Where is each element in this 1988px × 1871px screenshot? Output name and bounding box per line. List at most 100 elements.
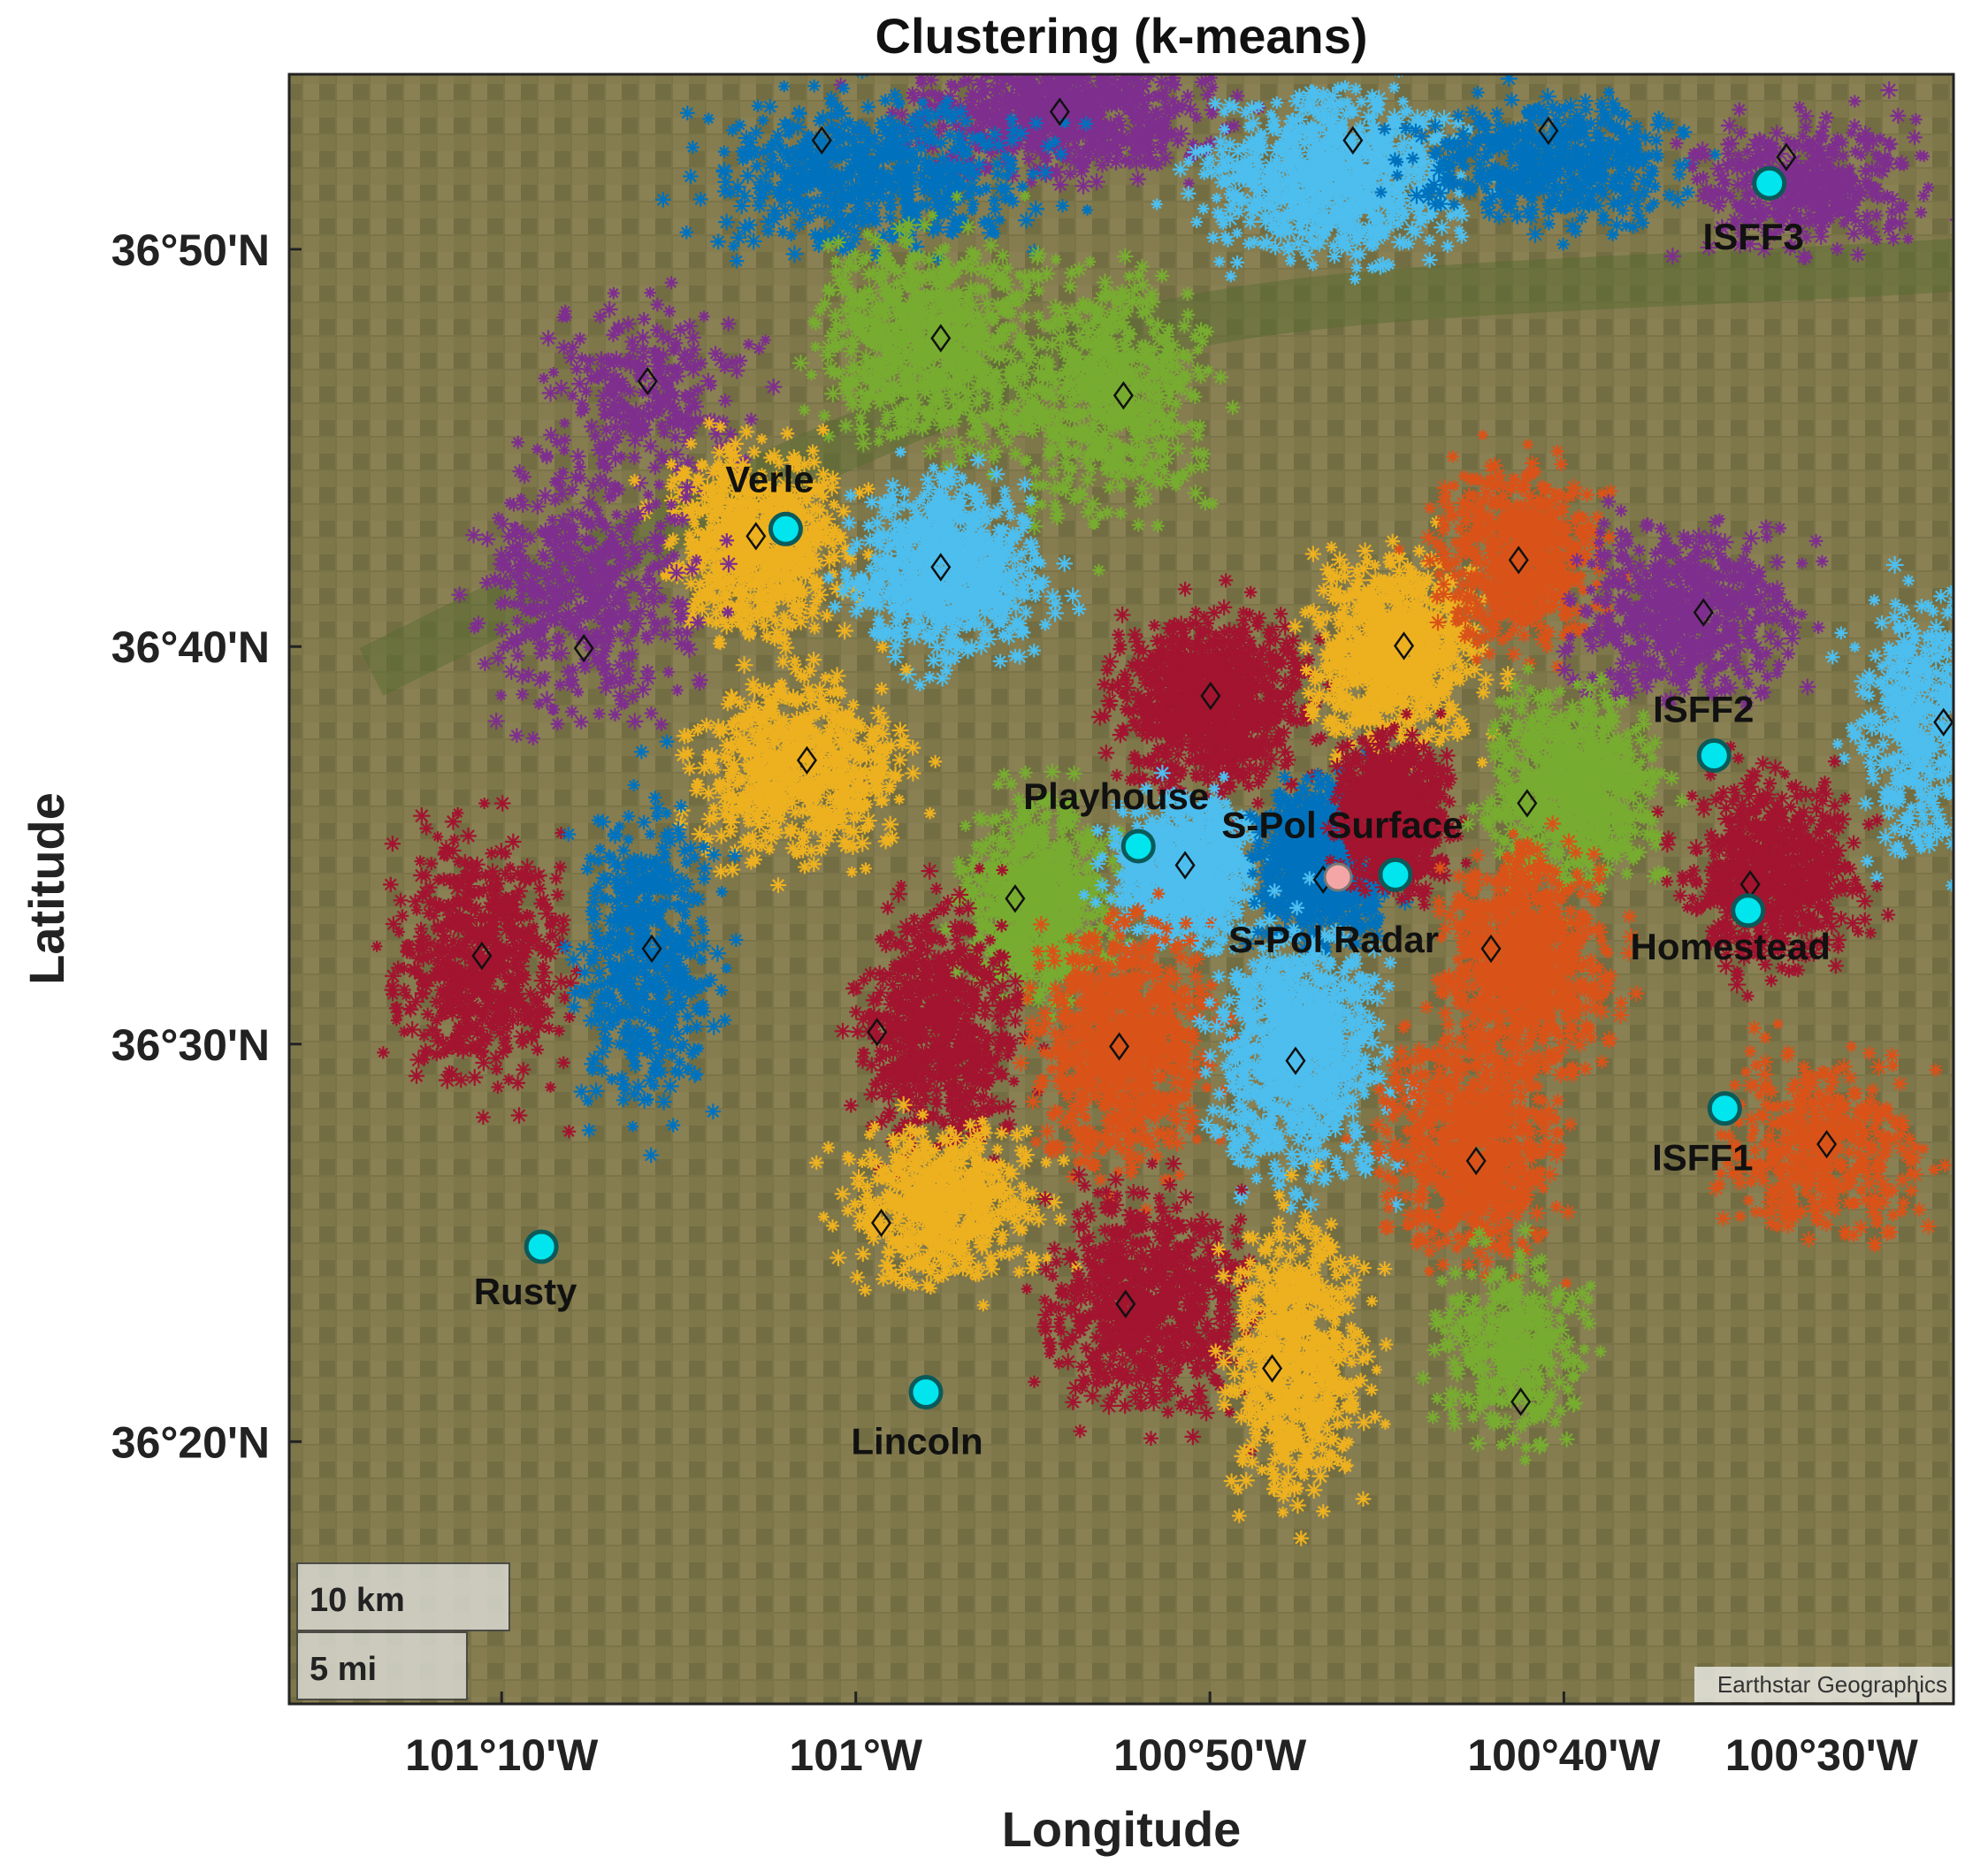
cluster-point [1200, 87, 1216, 103]
cluster-point [1230, 88, 1245, 103]
cluster-point [1151, 107, 1165, 122]
cluster-point [617, 421, 629, 432]
cluster-point [1286, 142, 1302, 157]
cluster-point [768, 208, 783, 222]
cluster-point [934, 89, 945, 101]
cluster-point [877, 192, 890, 204]
cluster-point [998, 74, 1012, 84]
cluster-point [817, 194, 834, 210]
cluster-point [1415, 115, 1432, 133]
cluster-point [1064, 167, 1077, 180]
cluster-point [1097, 91, 1113, 106]
cluster-point [1384, 181, 1397, 195]
cluster-point [1022, 344, 1037, 358]
cluster-point [1307, 259, 1319, 271]
cluster-point [1154, 74, 1170, 90]
cluster-point [736, 187, 753, 205]
cluster-point [787, 175, 802, 191]
cluster-point [1154, 268, 1170, 284]
cluster-point [814, 157, 831, 173]
cluster-point [1453, 225, 1465, 236]
cluster-point [929, 107, 944, 123]
cluster-point [1265, 222, 1277, 233]
cluster-point [1231, 227, 1243, 239]
cluster-point [1136, 132, 1152, 148]
cluster-point [1339, 80, 1351, 93]
cluster-point [982, 410, 996, 424]
cluster-point [1258, 238, 1270, 250]
cluster-point [777, 143, 796, 162]
cluster-point [1048, 163, 1067, 181]
cluster-point [967, 134, 984, 152]
cluster-point [1369, 181, 1381, 194]
cluster-point [1741, 146, 1753, 157]
cluster-point [1224, 195, 1241, 213]
cluster-point [935, 372, 951, 388]
cluster-point [834, 229, 847, 242]
cluster-point [864, 191, 879, 205]
cluster-point [870, 181, 888, 200]
cluster-point [828, 499, 840, 510]
cluster-point [1227, 100, 1242, 115]
cluster-point [1158, 87, 1171, 99]
cluster-point [685, 140, 700, 155]
cluster-point [958, 113, 974, 129]
cluster-point [798, 404, 811, 416]
cluster-point [980, 182, 993, 195]
cluster-point [1125, 74, 1138, 87]
cluster-point [1669, 191, 1687, 209]
cluster-point [1070, 363, 1084, 377]
cluster-point [1212, 369, 1228, 386]
cluster-point [1594, 172, 1611, 190]
cluster-point [922, 111, 937, 125]
cluster-point [832, 172, 849, 188]
cluster-point [1848, 213, 1863, 227]
cluster-point [1250, 149, 1263, 163]
cluster-point [1277, 223, 1293, 239]
cluster-point [1343, 201, 1358, 216]
cluster-point [1028, 94, 1044, 109]
cluster-point [1768, 125, 1785, 141]
cluster-point [1136, 97, 1153, 114]
cluster-point [637, 311, 651, 326]
cluster-point [913, 107, 927, 121]
cluster-point [1006, 143, 1018, 155]
cluster-point [1244, 114, 1262, 132]
cluster-point [990, 156, 1005, 172]
cluster-point [937, 208, 951, 221]
cluster-point [1734, 157, 1747, 172]
cluster-point [906, 148, 919, 161]
cluster-point [913, 139, 929, 157]
cluster-point [906, 316, 921, 329]
cluster-point [1000, 434, 1014, 448]
cluster-point [823, 90, 839, 105]
cluster-point [814, 130, 825, 141]
cluster-point [992, 125, 1007, 140]
cluster-point [770, 127, 786, 143]
cluster-point [1055, 199, 1070, 213]
cluster-point [1082, 139, 1097, 154]
cluster-point [1051, 329, 1069, 347]
cluster-point [1273, 138, 1286, 150]
cluster-point [898, 141, 914, 157]
cluster-point [762, 156, 779, 172]
cluster-point [987, 443, 1004, 460]
cluster-point [1064, 265, 1080, 281]
cluster-point [941, 186, 957, 202]
cluster-point [932, 201, 944, 214]
cluster-point [819, 347, 837, 364]
cluster-point [1292, 88, 1307, 103]
cluster-point [891, 118, 906, 134]
cluster-point [1229, 157, 1244, 172]
cluster-point [1838, 218, 1850, 229]
cluster-point [1584, 162, 1596, 174]
cluster-point [1024, 134, 1037, 147]
cluster-point [861, 482, 875, 496]
cluster-point [788, 184, 806, 202]
cluster-point [1269, 123, 1282, 136]
cluster-point [825, 231, 840, 246]
cluster-point [944, 392, 962, 409]
cluster-point [844, 240, 857, 254]
cluster-point [1126, 379, 1142, 395]
